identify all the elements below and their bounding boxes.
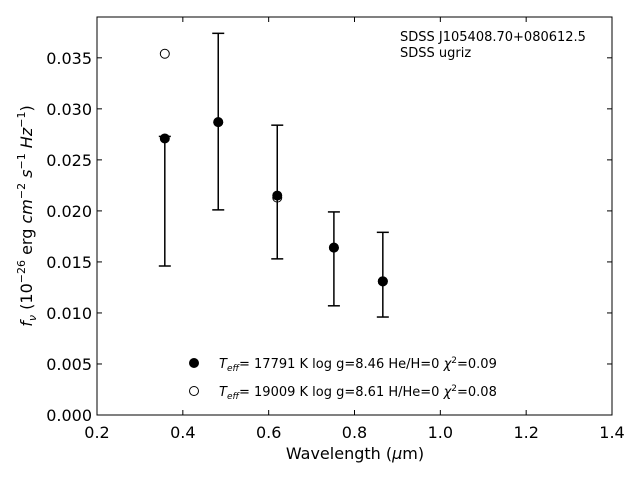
x-tick-label: 0.8 — [342, 423, 367, 442]
data-markers — [159, 48, 388, 287]
data-point-open — [328, 242, 339, 253]
x-axis-label: Wavelength (μm) — [286, 444, 424, 463]
y-axis-label: fν (10−26 erg cm−2 s−1 Hz−1) — [15, 105, 39, 326]
legend-entry-filled: Teff= 17791 K log g=8.46 He/H=0 χ2=0.09 — [219, 356, 497, 374]
data-point-open — [377, 276, 388, 287]
y-tick-label: 0.010 — [46, 304, 92, 323]
y-tick-label: 0.015 — [46, 253, 92, 272]
y-tick-label: 0.035 — [46, 49, 92, 68]
data-point-filled — [272, 190, 283, 201]
y-axis-ticks: 0.000 0.005 0.010 0.015 0.020 0.025 0.030 0.035 — [46, 49, 612, 425]
y-tick-label: 0.025 — [46, 151, 92, 170]
y-tick-label: 0.020 — [46, 202, 92, 221]
x-tick-label: 1.0 — [428, 423, 453, 442]
x-tick-label: 1.2 — [513, 423, 538, 442]
y-tick-label: 0.005 — [46, 355, 92, 374]
x-axis-ticks: 0.2 0.4 0.6 0.8 1.0 1.2 1.4 — [84, 17, 625, 442]
plot-frame — [96, 16, 613, 416]
y-tick-label: 0.030 — [46, 100, 92, 119]
data-point-open — [272, 192, 283, 203]
data-point-filled — [159, 133, 170, 144]
y-tick-label: 0.000 — [46, 406, 92, 425]
legend: Teff= 17791 K log g=8.46 He/H=0 χ2=0.09 … — [189, 356, 497, 402]
x-tick-label: 0.2 — [84, 423, 109, 442]
x-tick-label: 0.6 — [256, 423, 281, 442]
legend-marker-filled — [189, 358, 199, 368]
annotation-survey: SDSS ugriz — [400, 46, 471, 61]
x-tick-label: 1.4 — [599, 423, 624, 442]
data-point-open — [159, 48, 170, 59]
x-tick-label: 0.4 — [170, 423, 195, 442]
legend-entry-open: Teff= 19009 K log g=8.61 H/He=0 χ2=0.08 — [219, 384, 497, 402]
error-bars — [158, 32, 389, 318]
data-point-open — [213, 117, 224, 128]
annotation-object-name: SDSS J105408.70+080612.5 — [400, 30, 586, 45]
legend-marker-open — [189, 386, 199, 396]
